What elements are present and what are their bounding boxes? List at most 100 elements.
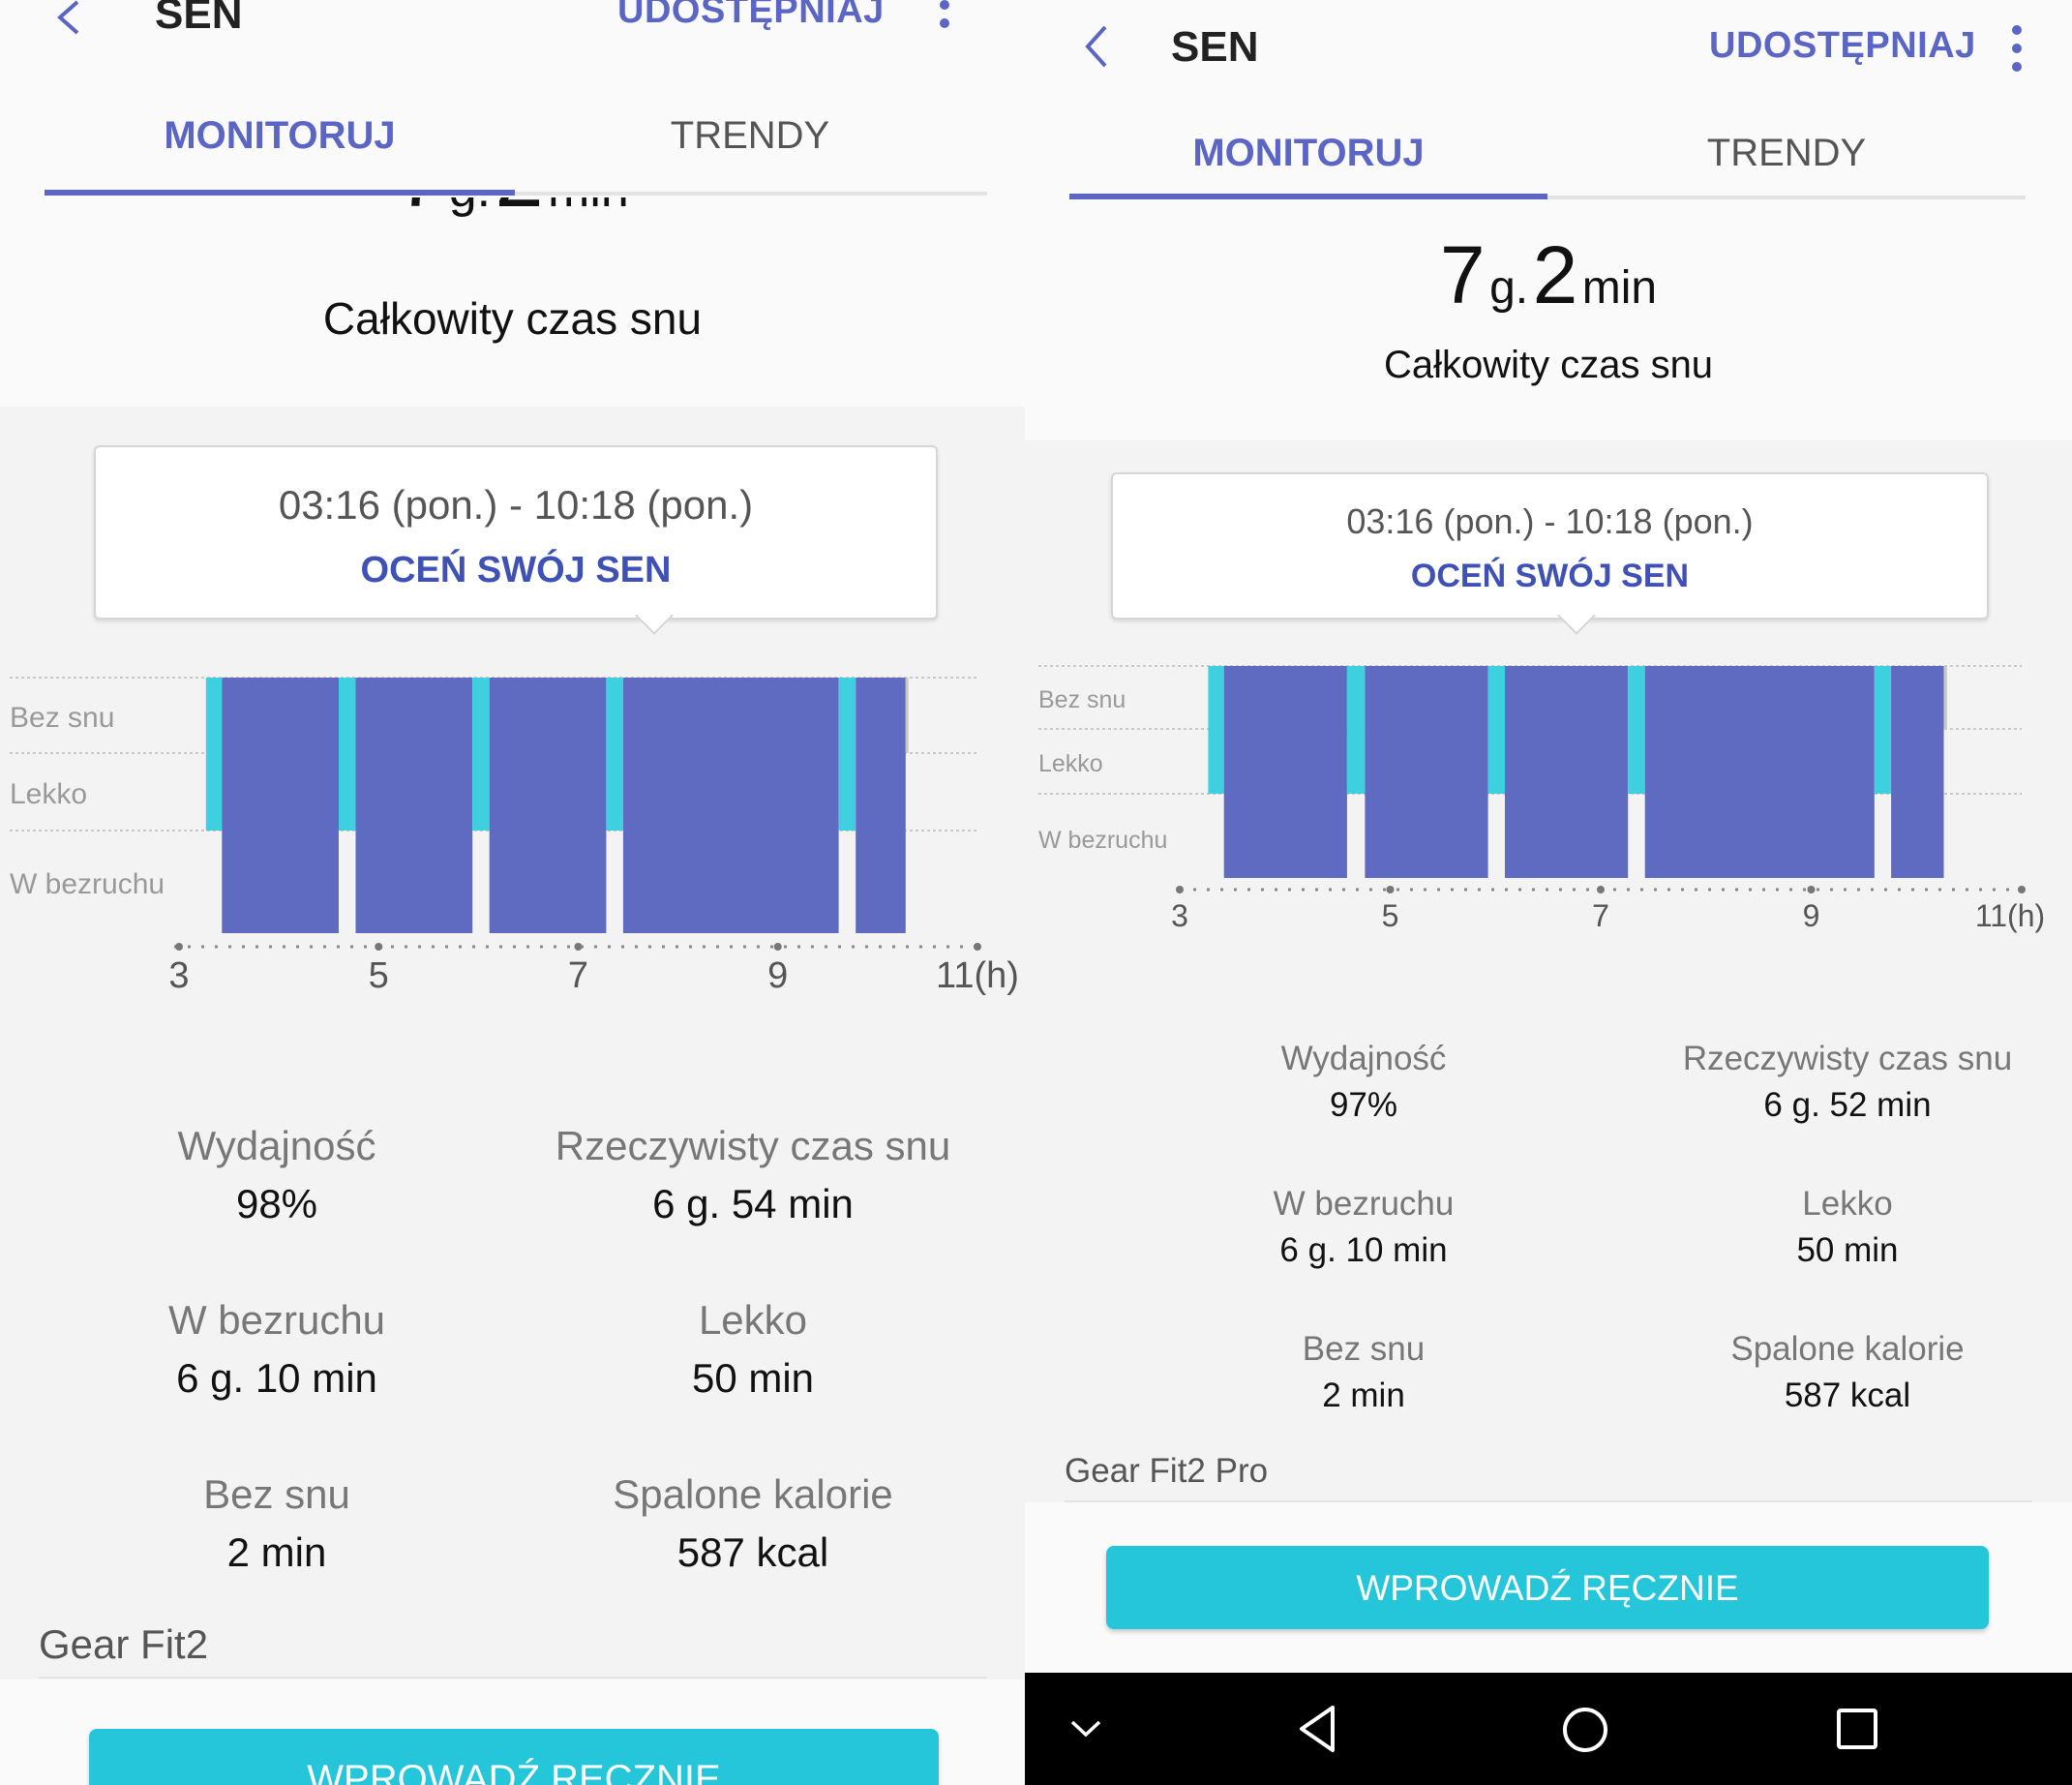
right-screen: SEN UDOSTĘPNIAJ MONITORUJ TRENDY 7 g. 2 … xyxy=(1025,0,2072,1785)
sleep-segments xyxy=(205,678,909,933)
minutes-value: 2 xyxy=(495,197,544,226)
share-button[interactable]: UDOSTĘPNIAJ xyxy=(617,0,885,31)
triangle-back-icon[interactable] xyxy=(1294,1704,1342,1754)
stage-label-awake: Bez snu xyxy=(10,702,114,734)
tab-trendy[interactable]: TRENDY xyxy=(670,114,830,157)
sleep-segment-2 xyxy=(339,678,356,831)
summary-clip: 7 g. 2 min Całkowity czas snu xyxy=(0,197,1025,407)
x-tick-dot xyxy=(2018,886,2026,893)
device-divider xyxy=(1065,1500,2032,1502)
sleep-segment-9 xyxy=(856,678,906,933)
page-title: SEN xyxy=(155,0,243,38)
sleep-segment-7 xyxy=(622,678,839,933)
chevron-down-icon[interactable] xyxy=(1068,1718,1103,1740)
sleep-range: 03:16 (pon.) - 10:18 (pon.) xyxy=(278,482,754,528)
stat-light: Lekko 50 min xyxy=(691,1297,815,1401)
more-menu-button[interactable] xyxy=(939,0,950,37)
sleep-segment-5 xyxy=(489,678,607,933)
more-vert-icon xyxy=(2012,25,2022,35)
sleep-callout[interactable]: 03:16 (pon.) - 10:18 (pon.) OCEŃ SWÓJ SE… xyxy=(1111,472,1989,635)
x-ticks: 3 5 7 9 11(h) xyxy=(168,943,1019,996)
device-divider xyxy=(39,1677,987,1679)
x-tick-label: 9 xyxy=(767,955,788,996)
tab-indicator xyxy=(45,190,515,196)
square-recents-icon[interactable] xyxy=(1835,1707,1879,1751)
sleep-segment-9 xyxy=(1891,666,1944,878)
sleep-segment-4 xyxy=(472,678,490,831)
left-screen: SEN UDOSTĘPNIAJ MONITORUJ TRENDY 7 g. 2 … xyxy=(0,0,1025,1785)
sleep-segment-1 xyxy=(222,678,339,933)
x-tick-label: 11(h) xyxy=(1975,898,2045,933)
sleep-segments xyxy=(1208,666,1947,878)
x-tick-label: 7 xyxy=(568,955,588,996)
sleep-segment-5 xyxy=(1505,666,1629,878)
x-tick-dot xyxy=(974,943,981,951)
stat-actual-sleep: Rzeczywisty czas snu 6 g. 52 min xyxy=(1682,1040,2013,1124)
stage-label-deep: W bezruchu xyxy=(1038,827,1167,854)
rate-sleep-link[interactable]: OCEŃ SWÓJ SEN xyxy=(360,550,672,590)
stage-label-deep: W bezruchu xyxy=(10,868,165,900)
tab-divider xyxy=(45,192,987,196)
total-sleep-label: Całkowity czas snu xyxy=(322,293,703,344)
back-button[interactable] xyxy=(1080,25,1115,68)
x-tick-dot xyxy=(1176,886,1184,893)
sleep-chart: Bez snu Lekko W bezruchu 3 5 7 9 11(h) xyxy=(1038,665,2045,933)
sleep-segment-1 xyxy=(1223,666,1347,878)
tab-monitoruj[interactable]: MONITORUJ xyxy=(164,114,396,157)
sleep-segment-0 xyxy=(1208,666,1224,794)
sleep-segment-3 xyxy=(1365,666,1488,878)
sleep-segment-2 xyxy=(1346,666,1366,794)
sleep-segment-6 xyxy=(1628,666,1645,794)
back-button[interactable] xyxy=(50,0,89,39)
sleep-segment-6 xyxy=(606,678,623,831)
sleep-callout[interactable]: 03:16 (pon.) - 10:18 (pon.) OCEŃ SWÓJ SE… xyxy=(94,445,938,635)
stage-label-light: Lekko xyxy=(1038,750,1103,777)
stat-efficiency: Wydajność 98% xyxy=(177,1123,376,1226)
x-tick-dot xyxy=(574,943,583,951)
share-button[interactable]: UDOSTĘPNIAJ xyxy=(1709,25,1976,66)
x-ticks: 3 5 7 9 11(h) xyxy=(1171,886,2045,933)
x-tick-label: 11(h) xyxy=(936,955,1019,996)
stat-awake: Bez snu 2 min xyxy=(203,1471,350,1575)
hours-value: 7 xyxy=(1439,229,1486,320)
hours-unit: g. xyxy=(1489,262,1529,314)
sleep-segment-8 xyxy=(838,678,856,831)
hours-unit: g. xyxy=(449,197,491,218)
minutes-unit: min xyxy=(1581,262,1658,314)
stat-efficiency: Wydajność 97% xyxy=(1280,1040,1447,1124)
x-tick-dot xyxy=(375,943,383,951)
total-sleep-label: Całkowity czas snu xyxy=(1383,344,1714,386)
tab-trendy[interactable]: TRENDY xyxy=(1706,132,1867,174)
tab-monitoruj[interactable]: MONITORUJ xyxy=(1192,132,1425,174)
sleep-range: 03:16 (pon.) - 10:18 (pon.) xyxy=(1346,501,1754,541)
stat-calories: Spalone kalorie 587 kcal xyxy=(1730,1330,1965,1414)
sleep-segment-7 xyxy=(1644,666,1875,878)
x-tick-dot xyxy=(1597,886,1605,893)
x-tick-dot xyxy=(773,943,782,951)
stat-light: Lekko 50 min xyxy=(1796,1185,1899,1269)
minutes-unit: min xyxy=(548,197,629,218)
tab-divider xyxy=(1069,196,2026,199)
manual-entry-button[interactable]: WPROWADŹ RĘCZNIE xyxy=(89,1729,939,1785)
sleep-segment-0 xyxy=(205,678,223,831)
circle-home-icon[interactable] xyxy=(1560,1705,1610,1755)
x-tick-label: 3 xyxy=(1171,898,1188,933)
more-vert-icon xyxy=(940,0,949,10)
page-title: SEN xyxy=(1171,23,1259,71)
sleep-segment-10 xyxy=(1943,666,1947,729)
rate-sleep-link[interactable]: OCEŃ SWÓJ SEN xyxy=(1410,558,1690,594)
chevron-left-icon xyxy=(1085,25,1107,68)
stat-motionless: W bezruchu 6 g. 10 min xyxy=(167,1297,386,1401)
sleep-chart: Bez snu Lekko W bezruchu 3 5 7 9 11(h) xyxy=(10,677,1019,996)
sleep-segment-4 xyxy=(1487,666,1505,794)
more-menu-button[interactable] xyxy=(2011,25,2023,80)
sleep-segment-3 xyxy=(355,678,473,933)
stat-awake: Bez snu 2 min xyxy=(1302,1330,1426,1414)
manual-entry-button[interactable]: WPROWADŹ RĘCZNIE xyxy=(1106,1546,1989,1629)
stage-label-awake: Bez snu xyxy=(1038,686,1126,713)
chevron-left-icon xyxy=(56,0,79,35)
minutes-value: 2 xyxy=(1532,229,1578,320)
sleep-segment-10 xyxy=(905,678,909,753)
x-tick-dot xyxy=(1386,886,1395,893)
total-sleep-value: 7 g. 2 min xyxy=(0,197,1025,227)
